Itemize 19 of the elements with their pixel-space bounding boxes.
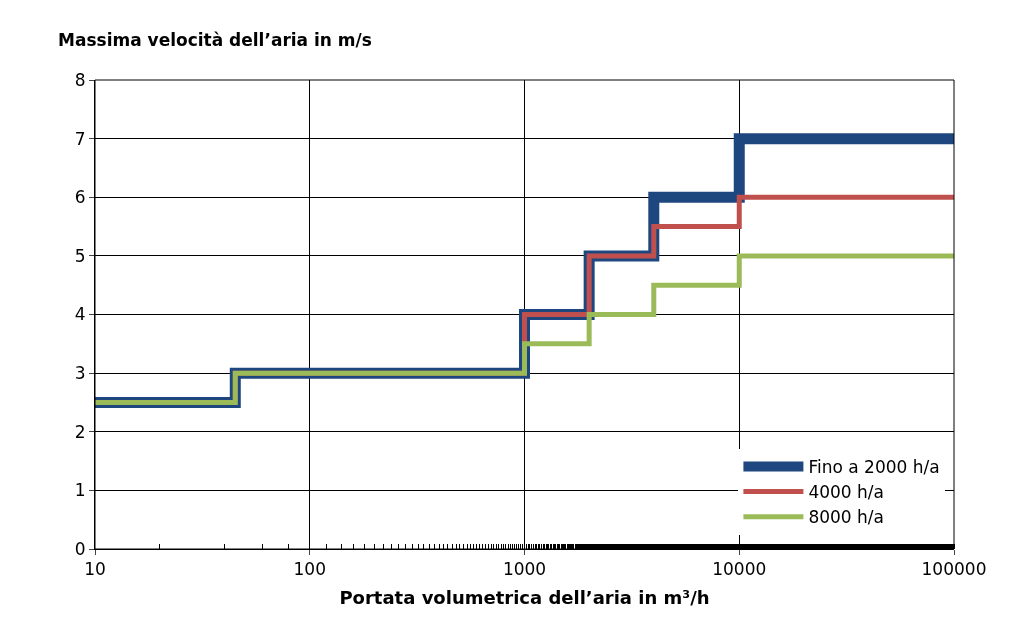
x-tick-label: 10000 (712, 559, 767, 580)
x-axis-title: Portata volumetrica dell’aria in m³/h (339, 586, 710, 608)
x-tick-label: 100000 (921, 559, 987, 580)
y-tick-label: 4 (74, 304, 86, 325)
x-tick-label: 1000 (502, 559, 547, 580)
y-tick-label: 1 (74, 480, 86, 501)
legend-label: Fino a 2000 h/a (808, 457, 940, 478)
y-tick-label: 8 (74, 69, 86, 90)
y-tick-label: 3 (74, 363, 86, 384)
y-axis-title: Massima velocità dell’aria in m/s (58, 30, 372, 50)
y-tick-label: 7 (74, 128, 86, 149)
y-tick-label: 2 (74, 421, 86, 442)
x-tick-label: 10 (84, 559, 106, 580)
x-tick-label: 100 (293, 559, 326, 580)
y-tick-label: 5 (74, 245, 86, 266)
legend-label: 8000 h/a (808, 507, 884, 528)
legend-label: 4000 h/a (808, 482, 884, 503)
y-tick-label: 0 (74, 538, 86, 559)
y-tick-label: 6 (74, 187, 86, 208)
